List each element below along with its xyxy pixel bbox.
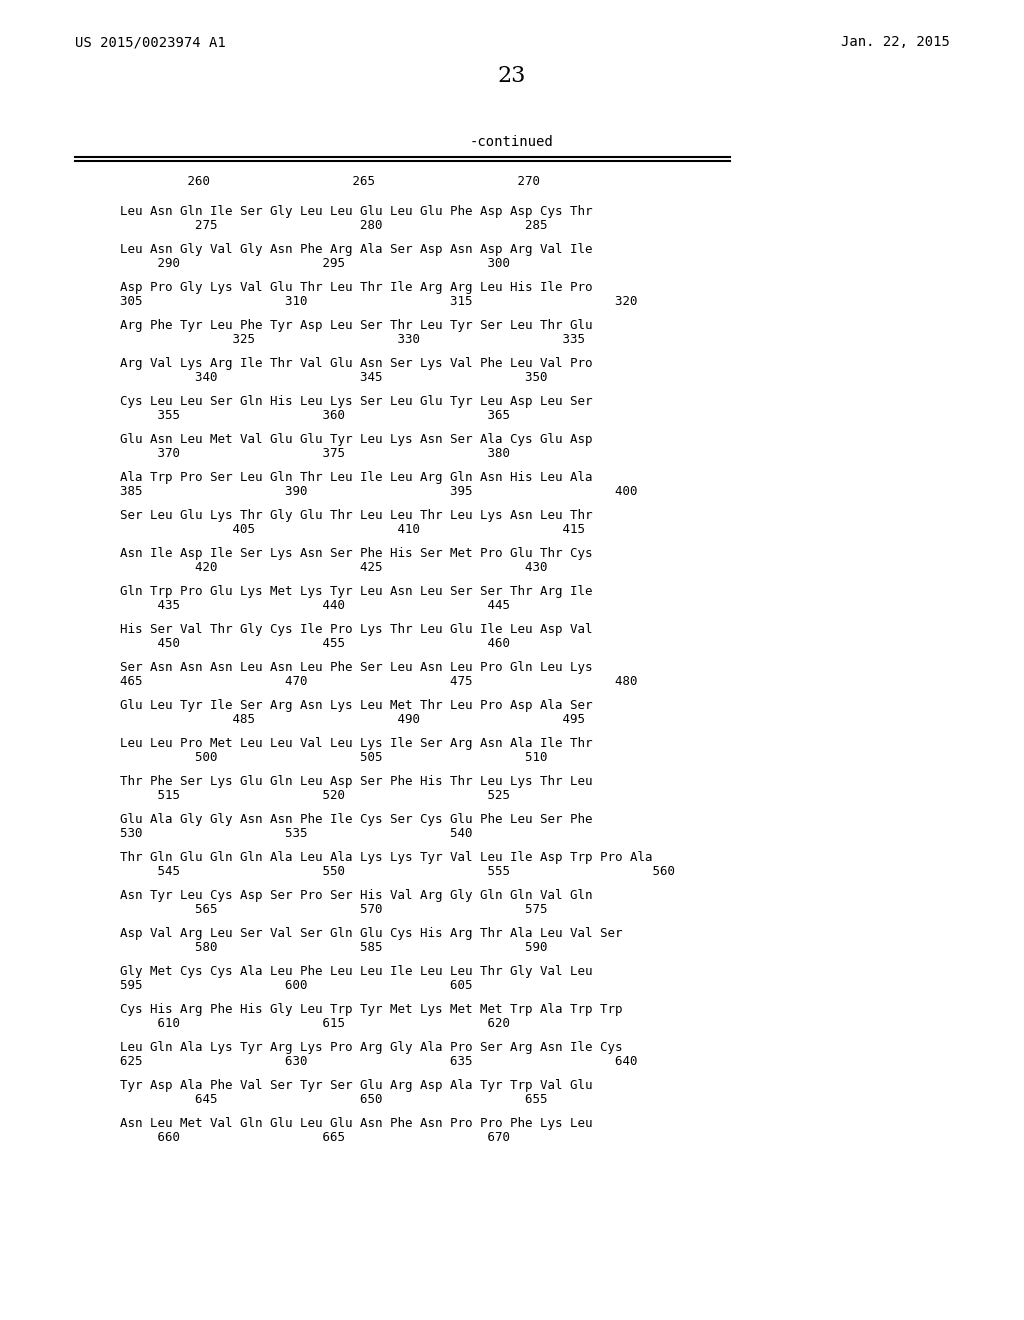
Text: 305                   310                   315                   320: 305 310 315 320 <box>120 294 638 308</box>
Text: 530                   535                   540: 530 535 540 <box>120 828 472 840</box>
Text: Ser Leu Glu Lys Thr Gly Glu Thr Leu Leu Thr Leu Lys Asn Leu Thr: Ser Leu Glu Lys Thr Gly Glu Thr Leu Leu … <box>120 510 593 521</box>
Text: 465                   470                   475                   480: 465 470 475 480 <box>120 675 638 688</box>
Text: Leu Asn Gly Val Gly Asn Phe Arg Ala Ser Asp Asn Asp Arg Val Ile: Leu Asn Gly Val Gly Asn Phe Arg Ala Ser … <box>120 243 593 256</box>
Text: Asn Ile Asp Ile Ser Lys Asn Ser Phe His Ser Met Pro Glu Thr Cys: Asn Ile Asp Ile Ser Lys Asn Ser Phe His … <box>120 546 593 560</box>
Text: 595                   600                   605: 595 600 605 <box>120 979 472 993</box>
Text: Ala Trp Pro Ser Leu Gln Thr Leu Ile Leu Arg Gln Asn His Leu Ala: Ala Trp Pro Ser Leu Gln Thr Leu Ile Leu … <box>120 471 593 484</box>
Text: 405                   410                   415: 405 410 415 <box>120 523 585 536</box>
Text: 645                   650                   655: 645 650 655 <box>120 1093 548 1106</box>
Text: Cys Leu Leu Ser Gln His Leu Lys Ser Leu Glu Tyr Leu Asp Leu Ser: Cys Leu Leu Ser Gln His Leu Lys Ser Leu … <box>120 395 593 408</box>
Text: Asp Pro Gly Lys Val Glu Thr Leu Thr Ile Arg Arg Leu His Ile Pro: Asp Pro Gly Lys Val Glu Thr Leu Thr Ile … <box>120 281 593 294</box>
Text: Leu Leu Pro Met Leu Leu Val Leu Lys Ile Ser Arg Asn Ala Ile Thr: Leu Leu Pro Met Leu Leu Val Leu Lys Ile … <box>120 737 593 750</box>
Text: Thr Gln Glu Gln Gln Ala Leu Ala Lys Lys Tyr Val Leu Ile Asp Trp Pro Ala: Thr Gln Glu Gln Gln Ala Leu Ala Lys Lys … <box>120 851 652 865</box>
Text: Jan. 22, 2015: Jan. 22, 2015 <box>841 36 950 49</box>
Text: Cys His Arg Phe His Gly Leu Trp Tyr Met Lys Met Met Trp Ala Trp Trp: Cys His Arg Phe His Gly Leu Trp Tyr Met … <box>120 1003 623 1016</box>
Text: 275                   280                   285: 275 280 285 <box>120 219 548 232</box>
Text: Glu Asn Leu Met Val Glu Glu Tyr Leu Lys Asn Ser Ala Cys Glu Asp: Glu Asn Leu Met Val Glu Glu Tyr Leu Lys … <box>120 433 593 446</box>
Text: 355                   360                   365: 355 360 365 <box>120 409 510 422</box>
Text: 485                   490                   495: 485 490 495 <box>120 713 585 726</box>
Text: 420                   425                   430: 420 425 430 <box>120 561 548 574</box>
Text: 385                   390                   395                   400: 385 390 395 400 <box>120 484 638 498</box>
Text: Arg Phe Tyr Leu Phe Tyr Asp Leu Ser Thr Leu Tyr Ser Leu Thr Glu: Arg Phe Tyr Leu Phe Tyr Asp Leu Ser Thr … <box>120 319 593 333</box>
Text: 290                   295                   300: 290 295 300 <box>120 257 510 271</box>
Text: 435                   440                   445: 435 440 445 <box>120 599 510 612</box>
Text: Gln Trp Pro Glu Lys Met Lys Tyr Leu Asn Leu Ser Ser Thr Arg Ile: Gln Trp Pro Glu Lys Met Lys Tyr Leu Asn … <box>120 585 593 598</box>
Text: 610                   615                   620: 610 615 620 <box>120 1016 510 1030</box>
Text: 625                   630                   635                   640: 625 630 635 640 <box>120 1055 638 1068</box>
Text: 450                   455                   460: 450 455 460 <box>120 638 510 649</box>
Text: 260                   265                   270: 260 265 270 <box>120 176 540 187</box>
Text: Leu Asn Gln Ile Ser Gly Leu Leu Glu Leu Glu Phe Asp Asp Cys Thr: Leu Asn Gln Ile Ser Gly Leu Leu Glu Leu … <box>120 205 593 218</box>
Text: Leu Gln Ala Lys Tyr Arg Lys Pro Arg Gly Ala Pro Ser Arg Asn Ile Cys: Leu Gln Ala Lys Tyr Arg Lys Pro Arg Gly … <box>120 1041 623 1053</box>
Text: Asp Val Arg Leu Ser Val Ser Gln Glu Cys His Arg Thr Ala Leu Val Ser: Asp Val Arg Leu Ser Val Ser Gln Glu Cys … <box>120 927 623 940</box>
Text: 370                   375                   380: 370 375 380 <box>120 447 510 459</box>
Text: Tyr Asp Ala Phe Val Ser Tyr Ser Glu Arg Asp Ala Tyr Trp Val Glu: Tyr Asp Ala Phe Val Ser Tyr Ser Glu Arg … <box>120 1078 593 1092</box>
Text: 515                   520                   525: 515 520 525 <box>120 789 510 803</box>
Text: Asn Leu Met Val Gln Glu Leu Glu Asn Phe Asn Pro Pro Phe Lys Leu: Asn Leu Met Val Gln Glu Leu Glu Asn Phe … <box>120 1117 593 1130</box>
Text: Asn Tyr Leu Cys Asp Ser Pro Ser His Val Arg Gly Gln Gln Val Gln: Asn Tyr Leu Cys Asp Ser Pro Ser His Val … <box>120 888 593 902</box>
Text: Arg Val Lys Arg Ile Thr Val Glu Asn Ser Lys Val Phe Leu Val Pro: Arg Val Lys Arg Ile Thr Val Glu Asn Ser … <box>120 356 593 370</box>
Text: Thr Phe Ser Lys Glu Gln Leu Asp Ser Phe His Thr Leu Lys Thr Leu: Thr Phe Ser Lys Glu Gln Leu Asp Ser Phe … <box>120 775 593 788</box>
Text: 500                   505                   510: 500 505 510 <box>120 751 548 764</box>
Text: US 2015/0023974 A1: US 2015/0023974 A1 <box>75 36 225 49</box>
Text: Ser Asn Asn Asn Leu Asn Leu Phe Ser Leu Asn Leu Pro Gln Leu Lys: Ser Asn Asn Asn Leu Asn Leu Phe Ser Leu … <box>120 661 593 675</box>
Text: Glu Ala Gly Gly Asn Asn Phe Ile Cys Ser Cys Glu Phe Leu Ser Phe: Glu Ala Gly Gly Asn Asn Phe Ile Cys Ser … <box>120 813 593 826</box>
Text: Glu Leu Tyr Ile Ser Arg Asn Lys Leu Met Thr Leu Pro Asp Ala Ser: Glu Leu Tyr Ile Ser Arg Asn Lys Leu Met … <box>120 700 593 711</box>
Text: 565                   570                   575: 565 570 575 <box>120 903 548 916</box>
Text: 580                   585                   590: 580 585 590 <box>120 941 548 954</box>
Text: His Ser Val Thr Gly Cys Ile Pro Lys Thr Leu Glu Ile Leu Asp Val: His Ser Val Thr Gly Cys Ile Pro Lys Thr … <box>120 623 593 636</box>
Text: 340                   345                   350: 340 345 350 <box>120 371 548 384</box>
Text: 325                   330                   335: 325 330 335 <box>120 333 585 346</box>
Text: Gly Met Cys Cys Ala Leu Phe Leu Leu Ile Leu Leu Thr Gly Val Leu: Gly Met Cys Cys Ala Leu Phe Leu Leu Ile … <box>120 965 593 978</box>
Text: -continued: -continued <box>470 135 554 149</box>
Text: 545                   550                   555                   560: 545 550 555 560 <box>120 865 675 878</box>
Text: 23: 23 <box>498 65 526 87</box>
Text: 660                   665                   670: 660 665 670 <box>120 1131 510 1144</box>
